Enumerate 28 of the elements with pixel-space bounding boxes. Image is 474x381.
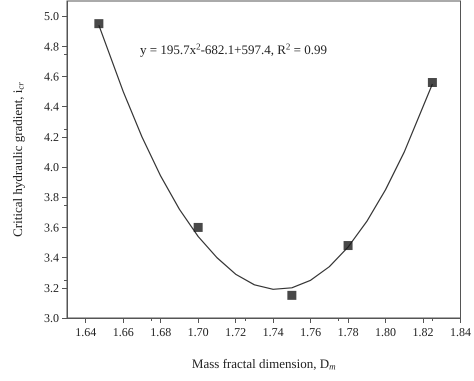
x-tick-label: 1.72	[225, 325, 246, 339]
x-tick-label: 1.70	[188, 325, 209, 339]
y-tick-label: 5.0	[44, 9, 59, 24]
point	[194, 222, 203, 232]
point	[344, 241, 353, 250]
y-axis-title: Critical hydraulic gradient, icr	[10, 82, 26, 237]
y-tick-label: 3.2	[44, 280, 59, 295]
x-tick-label: 1.84	[450, 325, 471, 339]
y-tick-label: 3.0	[44, 311, 59, 325]
y-tick-label: 4.6	[44, 69, 59, 84]
x-tick-label: 1.66	[112, 325, 134, 339]
y-tick-label: 3.8	[44, 190, 59, 204]
y-tick-label: 4.0	[44, 160, 59, 174]
x-tick-label: 1.78	[338, 325, 359, 339]
point	[428, 78, 437, 88]
x-tick-label: 1.64	[75, 325, 96, 339]
y-tick-label: 4.2	[44, 130, 59, 144]
y-tick-label: 3.6	[44, 220, 59, 234]
x-tick-label: 1.76	[300, 325, 322, 339]
x-tick-label: 1.68	[150, 325, 172, 339]
y-tick-label: 3.4	[44, 250, 59, 265]
y-tick-label: 4.4	[44, 100, 59, 114]
point	[287, 290, 296, 300]
y-tick-label: 4.8	[44, 39, 59, 54]
point	[94, 19, 104, 28]
x-tick-label: 1.82	[412, 325, 434, 339]
x-tick-label: 1.80	[375, 325, 396, 339]
x-tick-label: 1.74	[262, 325, 284, 339]
